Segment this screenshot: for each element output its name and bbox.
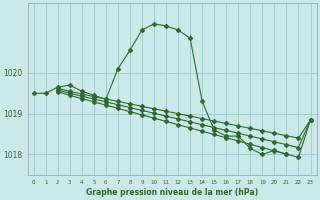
X-axis label: Graphe pression niveau de la mer (hPa): Graphe pression niveau de la mer (hPa): [86, 188, 258, 197]
